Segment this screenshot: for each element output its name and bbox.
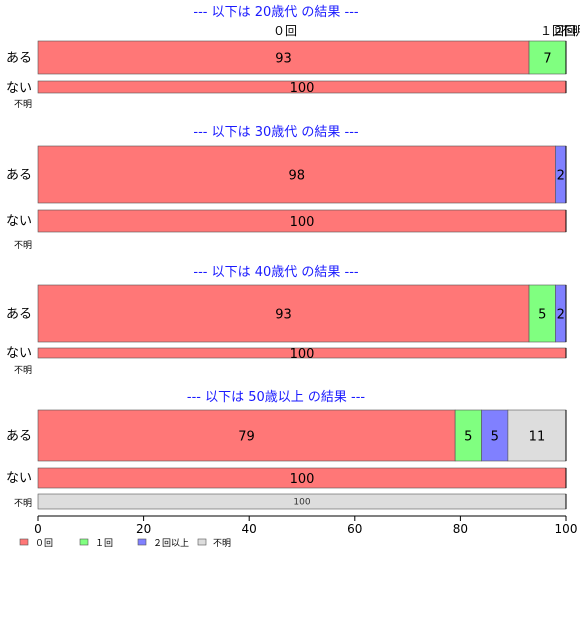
x-tick-label: 40 (242, 522, 257, 536)
legend-swatch (19, 538, 29, 546)
x-tick-label: 60 (347, 522, 362, 536)
row-label: ある (6, 429, 32, 444)
row-label: 不明 (14, 240, 32, 251)
bar-segment (37, 409, 456, 462)
row-label: ない (6, 81, 32, 96)
bar-segment (454, 409, 482, 462)
bar-segment (37, 284, 530, 343)
row-label: 不明 (14, 365, 32, 376)
legend-swatch (197, 538, 207, 546)
data-label: 5 (464, 430, 472, 445)
x-tick-label: 20 (136, 522, 151, 536)
bar-segment (37, 145, 556, 204)
row-label: ない (6, 214, 32, 229)
data-label: 100 (290, 81, 315, 96)
data-label: 93 (275, 52, 292, 67)
legend-label: １回 (95, 538, 113, 549)
panel-title: --- 以下は 40歳代 の結果 --- (193, 265, 359, 280)
data-label: 5 (491, 430, 499, 445)
data-label: 11 (529, 430, 546, 445)
panel-title: --- 以下は 30歳代 の結果 --- (193, 125, 359, 140)
data-label: 100 (293, 498, 310, 508)
panel-title: --- 以下は 50歳以上 の結果 --- (187, 390, 366, 405)
bar-segment (528, 284, 556, 343)
legend-label: ０回 (35, 538, 53, 549)
top-category-label: 不明 (560, 24, 580, 38)
data-label: 2 (557, 308, 565, 323)
top-category-label: １回 (540, 24, 564, 38)
x-tick-label: 80 (453, 522, 468, 536)
data-label: 2 (557, 169, 565, 184)
row-label: 不明 (14, 99, 32, 110)
row-label: ない (6, 471, 32, 486)
x-tick-label: 100 (555, 522, 578, 536)
data-label: 5 (538, 308, 546, 323)
data-label: 100 (290, 215, 315, 230)
row-label: ない (6, 346, 32, 361)
top-category-label: ０回 (273, 24, 297, 38)
x-tick-label: 0 (34, 522, 42, 536)
data-label: 93 (275, 308, 292, 323)
legend-swatch (79, 538, 89, 546)
bar-segment (507, 409, 567, 462)
row-label: ある (6, 168, 32, 183)
data-label: 79 (238, 430, 255, 445)
panel-title: --- 以下は 20歳代 の結果 --- (193, 5, 359, 20)
top-category-label: ２回 (552, 24, 576, 38)
bar-segment (481, 409, 509, 462)
bar-segment (37, 40, 530, 75)
data-label: 7 (543, 52, 551, 67)
data-label: 100 (290, 472, 315, 487)
legend-swatch (137, 538, 147, 546)
legend-label: 不明 (213, 538, 231, 549)
row-label: ある (6, 51, 32, 66)
legend-label: ２回以上 (153, 538, 189, 549)
row-label: ある (6, 307, 32, 322)
data-label: 100 (290, 347, 315, 362)
row-label: 不明 (14, 498, 32, 509)
data-label: 98 (288, 169, 305, 184)
